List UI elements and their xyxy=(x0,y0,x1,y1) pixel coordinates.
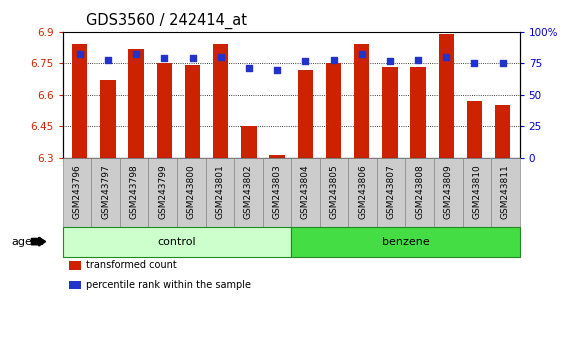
Point xyxy=(188,56,197,61)
Text: GSM243797: GSM243797 xyxy=(101,165,110,219)
Bar xyxy=(382,68,397,158)
Text: GSM243796: GSM243796 xyxy=(73,165,82,219)
Point xyxy=(442,54,451,60)
Text: GSM243803: GSM243803 xyxy=(272,165,282,219)
Text: GSM243805: GSM243805 xyxy=(329,165,339,219)
Text: GSM243810: GSM243810 xyxy=(472,165,481,219)
Bar xyxy=(325,63,341,158)
Text: GSM243811: GSM243811 xyxy=(501,165,510,219)
Text: GSM243800: GSM243800 xyxy=(187,165,196,219)
Text: GSM243799: GSM243799 xyxy=(158,165,167,219)
Text: GSM243808: GSM243808 xyxy=(415,165,424,219)
Point xyxy=(498,61,507,66)
Point xyxy=(131,52,140,57)
Bar xyxy=(411,68,426,158)
Text: GDS3560 / 242414_at: GDS3560 / 242414_at xyxy=(86,13,247,29)
Point xyxy=(357,52,366,57)
Point xyxy=(413,57,423,62)
Bar xyxy=(354,45,369,158)
Text: GSM243809: GSM243809 xyxy=(444,165,453,219)
Point xyxy=(244,65,254,71)
Bar xyxy=(156,63,172,158)
Text: agent: agent xyxy=(11,236,44,247)
Bar xyxy=(100,80,116,158)
Bar xyxy=(297,70,313,158)
Text: GSM243807: GSM243807 xyxy=(387,165,396,219)
Text: transformed count: transformed count xyxy=(86,261,176,270)
Text: GSM243802: GSM243802 xyxy=(244,165,253,219)
Point xyxy=(272,67,282,72)
Point xyxy=(216,54,226,60)
Bar xyxy=(213,45,228,158)
Point xyxy=(75,52,85,57)
Text: percentile rank within the sample: percentile rank within the sample xyxy=(86,280,251,290)
Point xyxy=(385,58,395,64)
Bar xyxy=(128,48,144,158)
Text: GSM243804: GSM243804 xyxy=(301,165,310,219)
Text: control: control xyxy=(158,236,196,247)
Bar xyxy=(241,126,257,158)
Point xyxy=(103,57,112,62)
Bar xyxy=(439,34,454,158)
Point xyxy=(301,58,310,64)
Text: benzene: benzene xyxy=(381,236,429,247)
Text: GSM243806: GSM243806 xyxy=(358,165,367,219)
Bar xyxy=(495,105,510,158)
Point xyxy=(470,61,479,66)
Bar xyxy=(72,45,87,158)
Text: GSM243801: GSM243801 xyxy=(215,165,224,219)
Text: GSM243798: GSM243798 xyxy=(130,165,139,219)
Point xyxy=(329,57,338,62)
Point xyxy=(160,56,169,61)
Bar xyxy=(467,101,482,158)
Bar xyxy=(270,155,285,158)
Bar xyxy=(185,65,200,158)
